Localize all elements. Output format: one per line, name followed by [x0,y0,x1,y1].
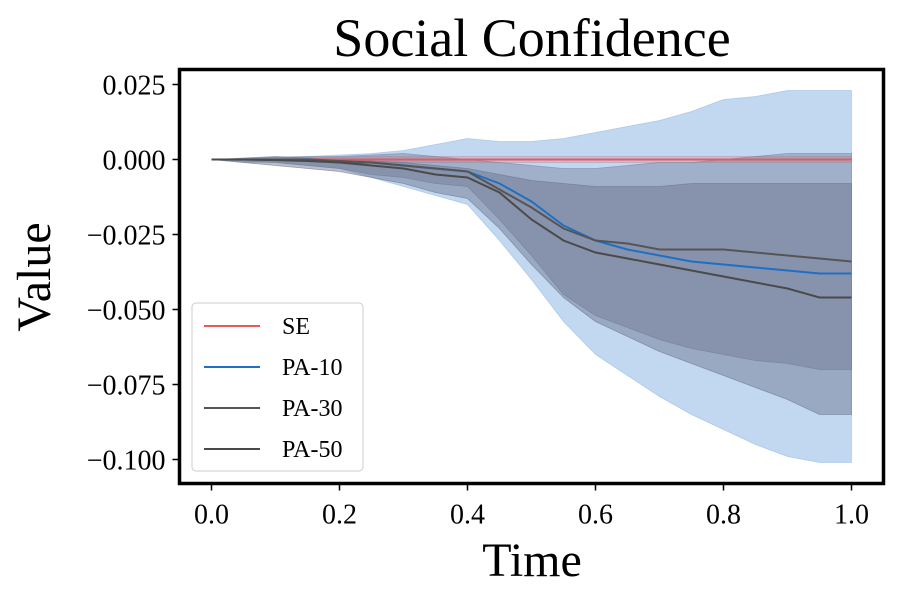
line-series-3 [211,158,852,299]
line-series-2 [211,158,852,263]
x-tick-label: 0.0 [194,500,229,531]
y-tick-label: −0.075 [87,371,166,402]
band-series-3 [211,156,852,415]
legend-label: SE [282,314,310,340]
confidence-bands [211,90,852,463]
x-tick-label: 0.8 [706,500,741,531]
y-tick-label: −0.025 [87,221,166,252]
series-lines [211,158,852,299]
y-axis-title: Value [8,222,61,331]
chart-title: Social Confidence [333,8,730,68]
y-axis-ticks: 0.025 0.000 −0.025 −0.050 −0.075 −0.100 [87,71,180,477]
plot-frame [177,67,886,486]
x-axis-ticks: 0.0 0.2 0.4 0.6 0.8 1.0 [194,483,869,531]
x-tick-label: 1.0 [834,500,869,531]
legend-box [191,302,364,472]
y-tick-label: −0.100 [87,446,166,477]
legend-label: PA-10 [282,355,342,381]
y-tick-label: −0.050 [87,296,166,327]
x-tick-label: 0.2 [322,500,357,531]
x-tick-label: 0.4 [450,500,485,531]
legend: SE PA-10 PA-30 PA-50 [191,302,364,472]
x-axis-title: Time [482,534,582,587]
y-tick-label: 0.025 [103,71,166,102]
legend-label: PA-50 [282,437,342,463]
legend-label: PA-30 [282,396,342,422]
y-tick-label: 0.000 [103,146,166,177]
x-tick-label: 0.6 [578,500,613,531]
